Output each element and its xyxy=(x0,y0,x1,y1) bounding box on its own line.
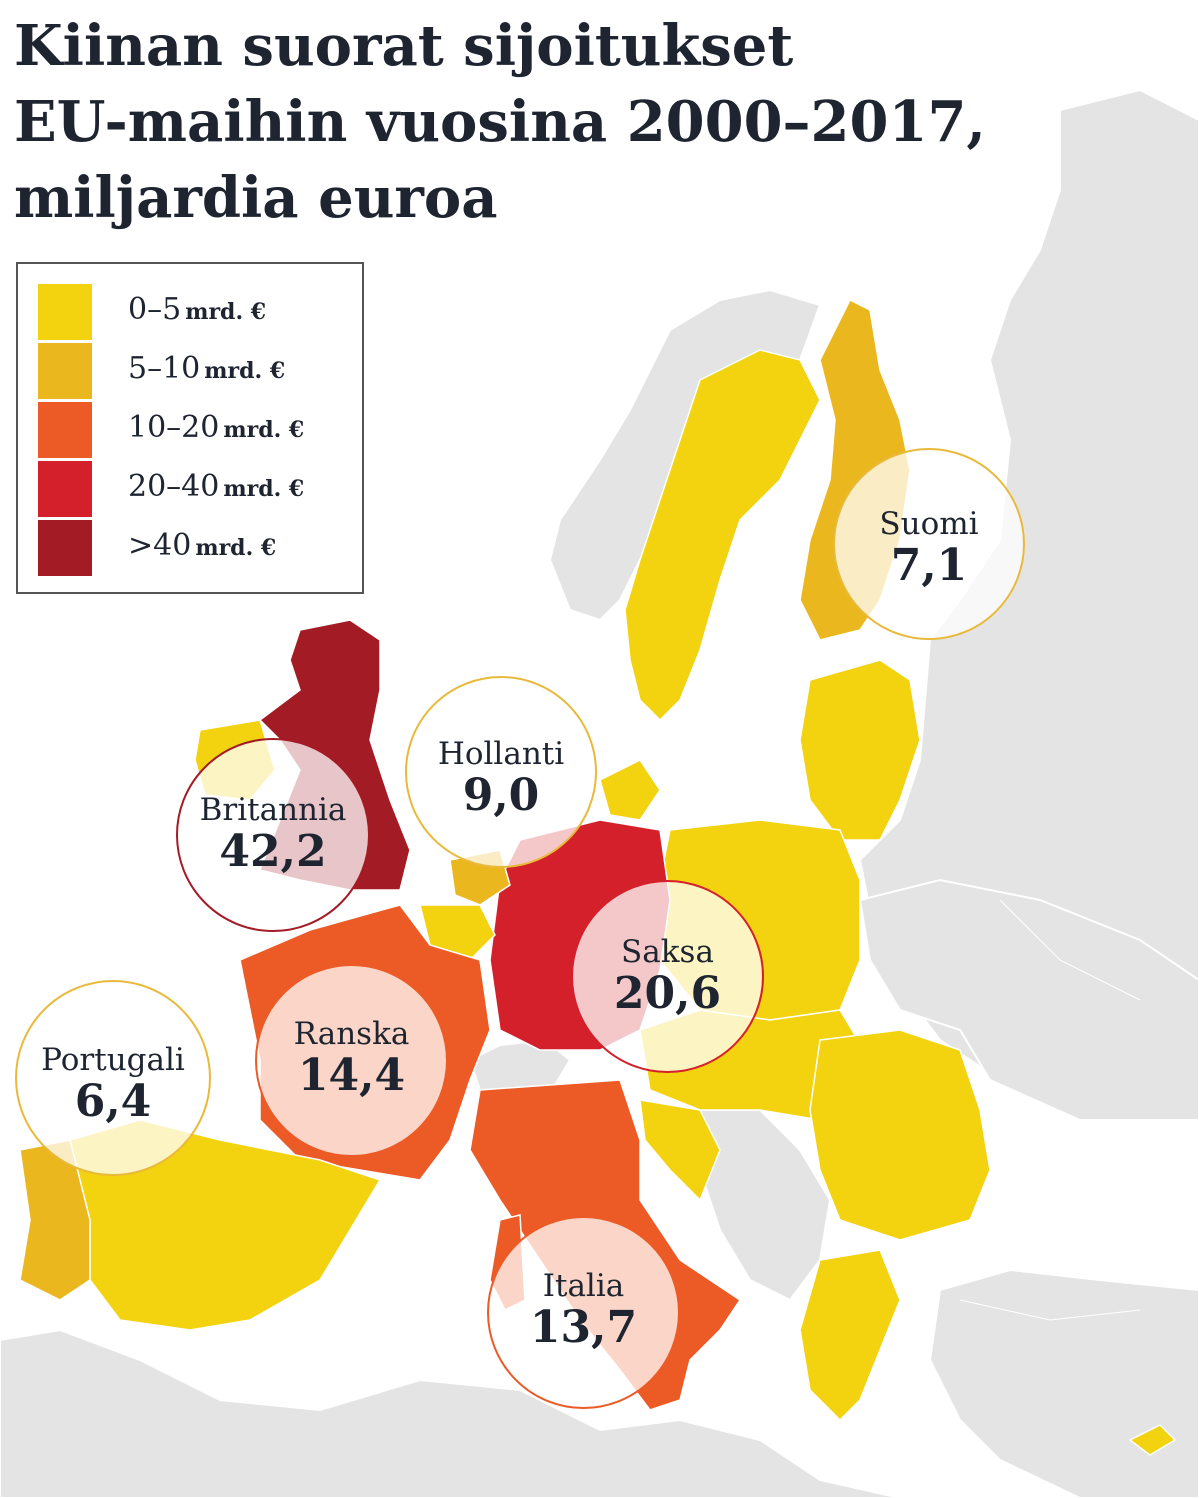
country-value: 7,1 xyxy=(890,540,968,591)
country-value: 6,4 xyxy=(74,1076,152,1127)
country-baltics xyxy=(799,659,921,841)
title-line-2: EU-maihin vuosina 2000–2017, xyxy=(14,89,986,155)
legend-unit: mrd. € xyxy=(204,358,286,384)
legend-swatch xyxy=(38,343,92,399)
country-sweden xyxy=(624,349,821,722)
country-cyprus xyxy=(1128,1424,1177,1456)
country-value: 14,4 xyxy=(297,1050,406,1101)
country-bubble-hollanti: Hollanti 9,0 xyxy=(405,676,597,868)
country-denmark xyxy=(599,759,661,821)
country-bubble-britannia: Britannia 42,2 xyxy=(176,738,370,932)
legend-unit: mrd. € xyxy=(223,476,305,502)
legend-unit: mrd. € xyxy=(185,299,267,325)
legend-swatch xyxy=(38,520,92,576)
country-value: 42,2 xyxy=(219,826,327,877)
country-value: 9,0 xyxy=(462,770,540,821)
legend-label: 10–20 mrd. € xyxy=(128,410,304,445)
title-line-1: Kiinan suorat sijoitukset xyxy=(14,13,794,79)
country-value: 13,7 xyxy=(529,1302,638,1353)
legend-item: 5–10 mrd. € xyxy=(38,343,358,399)
country-name: Portugali xyxy=(41,1042,185,1078)
legend-label: 20–40 mrd. € xyxy=(128,469,304,504)
title-line-3: miljardia euroa xyxy=(14,165,498,231)
legend-range: >40 xyxy=(128,528,192,563)
country-romania-bulgaria xyxy=(809,1029,991,1241)
legend-item: 10–20 mrd. € xyxy=(38,402,358,458)
country-croatia-slovenia xyxy=(639,1099,721,1202)
country-name: Ranska xyxy=(293,1016,410,1052)
legend-swatch xyxy=(38,284,92,340)
country-value: 20,6 xyxy=(613,968,722,1019)
country-name: Italia xyxy=(542,1268,625,1304)
country-greece xyxy=(799,1249,901,1422)
legend-swatch xyxy=(38,402,92,458)
legend: 0–5 mrd. € 5–10 mrd. € 10–20 mrd. € 20–40 mr… xyxy=(16,262,364,594)
legend-item: >40 mrd. € xyxy=(38,520,358,576)
country-bubble-suomi: Suomi 7,1 xyxy=(833,448,1025,640)
country-name: Suomi xyxy=(879,506,979,542)
grey-borders xyxy=(959,899,1141,1321)
country-bubble-portugali: Portugali 6,4 xyxy=(15,980,211,1176)
legend-label: 0–5 mrd. € xyxy=(128,292,266,327)
country-bubble-saksa: Saksa 20,6 xyxy=(571,880,764,1073)
country-belgium xyxy=(419,904,496,961)
country-name: Saksa xyxy=(621,934,714,970)
country-name: Hollanti xyxy=(437,736,565,772)
legend-unit: mrd. € xyxy=(195,535,277,561)
country-bubble-italia: Italia 13,7 xyxy=(487,1216,680,1409)
legend-range: 20–40 xyxy=(128,469,220,504)
legend-range: 0–5 xyxy=(128,292,182,327)
map-title: Kiinan suorat sijoitukset EU-maihin vuos… xyxy=(14,8,1114,236)
legend-item: 0–5 mrd. € xyxy=(38,284,358,340)
non-eu-land xyxy=(0,88,1199,1498)
legend-item: 20–40 mrd. € xyxy=(38,461,358,517)
legend-range: 5–10 xyxy=(128,351,201,386)
legend-range: 10–20 xyxy=(128,410,220,445)
legend-label: 5–10 mrd. € xyxy=(128,351,285,386)
legend-swatch xyxy=(38,461,92,517)
country-name: Britannia xyxy=(199,792,347,828)
legend-label: >40 mrd. € xyxy=(128,528,276,563)
legend-unit: mrd. € xyxy=(223,417,305,443)
country-bubble-ranska: Ranska 14,4 xyxy=(255,964,448,1157)
